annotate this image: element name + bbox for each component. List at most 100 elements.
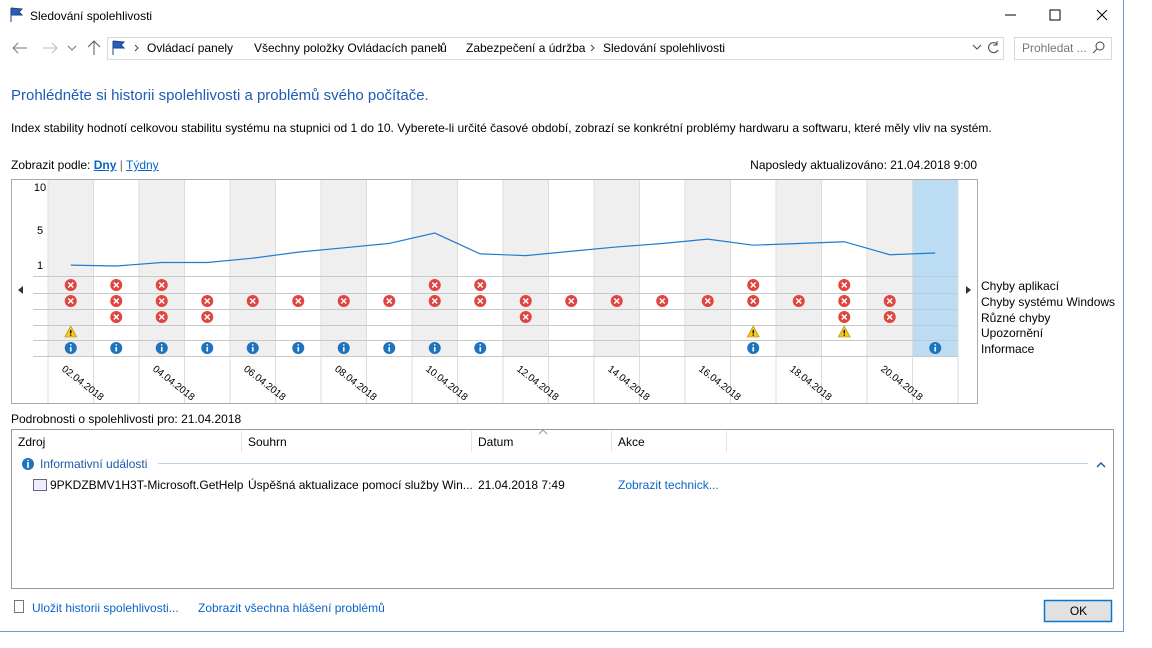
chrome — [10, 7, 1114, 623]
column-bg — [275, 180, 321, 356]
collapse[interactable] — [1096, 462, 1106, 468]
maximize[interactable] — [1049, 9, 1061, 21]
error-icon-cross — [67, 297, 74, 305]
error-icon — [155, 295, 168, 307]
view-option[interactable]: Dny — [93, 158, 117, 172]
error-icon — [519, 295, 532, 307]
error-icon-cross — [113, 297, 120, 305]
view-label: Zobrazit podle: — [11, 158, 91, 172]
event-row-label: Chyby aplikací — [981, 279, 1060, 293]
column-bg — [412, 180, 458, 356]
error-icon — [565, 295, 578, 307]
description: Index stability hodnotí celkovou stabili… — [11, 121, 992, 135]
recent[interactable] — [67, 45, 77, 51]
error-icon-cross — [158, 281, 165, 289]
search-icon — [1092, 48, 1098, 54]
column-bg — [503, 180, 549, 356]
forward[interactable] — [43, 42, 58, 54]
error-icon-cross — [704, 297, 711, 305]
column-header[interactable]: Zdroj — [18, 435, 46, 449]
error-icon — [201, 311, 214, 323]
breadcrumb[interactable]: Zabezpečení a údržba — [466, 41, 586, 55]
footer-link[interactable]: Uložit historii spolehlivosti... — [32, 601, 179, 615]
cell: 21.04.2018 7:49 — [478, 478, 565, 492]
error-icon — [110, 311, 123, 323]
footer-link[interactable]: Zobrazit všechna hlášení problémů — [198, 601, 385, 615]
column-header[interactable]: Akce — [618, 435, 645, 449]
column-bg — [139, 180, 185, 356]
search-placeholder[interactable]: Prohledat ... — [1022, 41, 1087, 55]
save-icon — [14, 600, 24, 613]
error-icon-cross — [158, 297, 165, 305]
error-icon — [474, 279, 487, 291]
error-icon-cross — [158, 313, 165, 321]
window: Sledování spolehlivosti Ovládací panely … — [0, 0, 1124, 632]
column-header[interactable]: Souhrn — [248, 435, 287, 449]
search-box[interactable] — [1014, 37, 1112, 60]
error-icon-cross — [750, 281, 757, 289]
error-icon-cross — [249, 297, 256, 305]
event-row-label: Chyby systému Windows — [981, 295, 1115, 309]
error-icon — [883, 295, 896, 307]
error-icon-cross — [886, 313, 893, 321]
warning-icon — [64, 325, 78, 338]
error-icon-cross — [295, 297, 302, 305]
warning-icon — [837, 325, 851, 338]
error-icon — [110, 295, 123, 307]
window-title: Sledování spolehlivosti — [30, 9, 153, 23]
close[interactable] — [1096, 9, 1108, 21]
column-bg — [912, 180, 958, 356]
error-icon-cross — [841, 281, 848, 289]
error-icon-cross — [795, 297, 802, 305]
error-icon-cross — [113, 313, 120, 321]
ok-label[interactable]: OK — [1069, 604, 1088, 618]
error-icon-cross — [477, 297, 484, 305]
column-bg — [548, 180, 594, 356]
breadcrumb[interactable]: Ovládací panely — [147, 41, 234, 55]
view-option[interactable]: Týdny — [126, 158, 159, 172]
error-icon — [155, 279, 168, 291]
error-icon-cross — [750, 297, 757, 305]
dropdown[interactable] — [972, 44, 982, 50]
error-icon — [610, 295, 623, 307]
info-icon — [201, 342, 214, 354]
back[interactable] — [12, 42, 27, 54]
column-header[interactable]: Datum — [478, 435, 514, 449]
y-tick-label: 1 — [37, 260, 43, 272]
column-bg — [230, 180, 276, 356]
column-bg — [366, 180, 412, 356]
last-updated: Naposledy aktualizováno: 21.04.2018 9:00 — [750, 158, 977, 172]
error-icon — [428, 295, 441, 307]
event-row-label: Informace — [981, 342, 1035, 356]
info-icon — [929, 342, 942, 354]
info-icon — [64, 342, 77, 354]
row-icon — [33, 479, 47, 491]
error-icon-cross — [841, 297, 848, 305]
address-box[interactable] — [107, 37, 1004, 60]
ok-button[interactable] — [1043, 599, 1113, 623]
sort-caret — [538, 429, 548, 435]
column-bg — [184, 180, 230, 356]
error-icon — [838, 311, 851, 323]
details-title: Podrobnosti o spolehlivosti pro: 21.04.2… — [11, 412, 242, 426]
error-icon-cross — [204, 297, 211, 305]
error-icon-cross — [841, 313, 848, 321]
group-title[interactable]: Informativní události — [40, 457, 148, 471]
refresh[interactable] — [988, 41, 999, 54]
stability-line — [70, 232, 936, 267]
up[interactable] — [87, 40, 101, 55]
error-icon — [292, 295, 305, 307]
breadcrumb[interactable]: Všechny položky Ovládacích panelů — [254, 41, 447, 55]
info-icon — [155, 342, 168, 354]
cell-link[interactable]: Zobrazit technick... — [618, 478, 719, 492]
column-bg — [594, 180, 640, 356]
scroll-left[interactable] — [18, 286, 23, 294]
scroll-right[interactable] — [966, 286, 971, 294]
breadcrumb[interactable]: Sledování spolehlivosti — [603, 41, 726, 55]
error-icon — [201, 295, 214, 307]
info-icon — [747, 342, 760, 354]
info-icon — [474, 342, 487, 354]
error-icon-cross — [522, 297, 529, 305]
